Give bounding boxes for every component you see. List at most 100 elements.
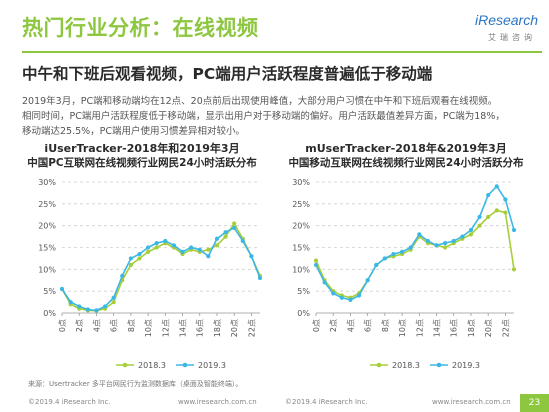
x-tick-label: 6点 [110, 319, 119, 332]
footer-copyright-right: ©2019.4 iResearch Inc. [285, 398, 368, 406]
data-point [468, 232, 474, 237]
y-tick-label: 30% [292, 178, 310, 187]
data-point [417, 232, 422, 237]
data-point [189, 245, 194, 250]
logo-wordmark: iResearch [474, 12, 538, 28]
data-point [503, 197, 508, 202]
footer-url-left: www.iresearch.com.cn [178, 398, 257, 406]
legend-label: 2019.3 [452, 361, 480, 370]
data-point [223, 234, 228, 239]
legend-label: 2018.3 [392, 361, 420, 370]
data-point [137, 256, 142, 261]
footer-copyright-left: ©2019.4 iResearch Inc. [28, 398, 111, 406]
mobile-chart-title: mUserTracker-2018年&2019年3月 中国移动互联网在线视频行业… [276, 142, 536, 170]
pc-chart-title-line-2: 中国PC互联网在线视频行业网民24小时活跃分布 [27, 157, 257, 169]
data-point [434, 243, 439, 248]
data-point [59, 286, 65, 292]
data-point [214, 243, 220, 248]
x-tick-label: 0点 [58, 319, 67, 332]
x-tick-label: 14点 [179, 319, 188, 337]
data-point [68, 299, 73, 305]
data-point [197, 247, 202, 252]
data-point [313, 262, 319, 268]
data-point [399, 249, 405, 254]
data-point [331, 291, 336, 296]
data-point [206, 247, 211, 252]
data-point [120, 273, 125, 278]
series-line-2018.3 [61, 222, 261, 312]
page-number: 23 [520, 394, 549, 412]
logo-subtext: 艾瑞咨询 [488, 33, 536, 42]
y-tick-label: 25% [292, 200, 310, 209]
title-divider [22, 51, 542, 53]
y-tick-label: 20% [292, 222, 310, 231]
x-tick-label: 22点 [501, 319, 510, 337]
data-point [154, 241, 159, 246]
data-point [145, 245, 151, 250]
data-point [223, 230, 228, 235]
data-point [171, 243, 177, 248]
x-tick-label: 14点 [433, 319, 442, 337]
data-point [313, 258, 319, 263]
page-subtitle: 中午和下班后观看视频，PC端用户活跃程度普遍低于移动端 [22, 65, 433, 83]
data-point [128, 256, 133, 261]
data-point [145, 249, 151, 254]
data-point [391, 251, 396, 257]
pc-chart-title-line-1: iUserTracker-2018年和2019年3月 [44, 142, 240, 155]
x-tick-label: 12点 [415, 319, 424, 337]
mobile-chart-title-line-1: mUserTracker-2018年&2019年3月 [305, 142, 507, 155]
data-point [477, 223, 482, 228]
data-point [128, 262, 133, 268]
y-tick-label: 10% [292, 265, 310, 274]
x-tick-label: 8点 [381, 319, 390, 332]
x-tick-label: 16点 [196, 319, 205, 337]
data-point [356, 293, 362, 298]
pc-activity-chart: 0% 5% 10% 15% 20% 25% 30% 0点 2点 4点 6点 8点 10点 12点 14点 16… [38, 178, 263, 370]
data-point [206, 254, 211, 259]
page-title: 热门行业分析：在线视频 [22, 16, 259, 40]
data-point [486, 193, 491, 198]
data-point [443, 245, 448, 250]
data-point [460, 234, 465, 239]
data-point [408, 245, 413, 250]
source-note: 来源：Usertracker 多平台网民行为监测数据库（桌面及智能终端）。 [28, 380, 243, 388]
series-line-2018.3 [315, 209, 515, 299]
data-point [94, 308, 99, 313]
data-point [365, 278, 370, 283]
legend-label: 2018.3 [138, 361, 166, 370]
x-tick-label: 4点 [92, 319, 101, 332]
data-point [494, 208, 499, 213]
summary-line-2: 相同时间，PC端用户活跃程度低于移动端，显示出用户对于移动端的偏好。用户活跃最值… [22, 110, 505, 122]
data-point [443, 241, 448, 246]
x-tick-label: 6点 [364, 319, 373, 332]
y-tick-label: 5% [297, 287, 310, 296]
data-point [425, 238, 431, 244]
x-tick-label: 8点 [127, 319, 136, 332]
data-point [111, 295, 116, 300]
data-point [111, 299, 116, 305]
data-point [77, 304, 82, 309]
data-point [154, 245, 159, 250]
data-point [322, 280, 327, 285]
data-point [451, 238, 456, 244]
x-tick-label: 10点 [144, 319, 153, 337]
data-point [137, 251, 142, 257]
data-point [85, 307, 90, 312]
x-tick-label: 20点 [484, 319, 493, 337]
data-point [348, 297, 353, 302]
data-point [382, 256, 387, 261]
data-point [468, 227, 474, 233]
y-tick-label: 10% [38, 265, 56, 274]
y-tick-label: 5% [43, 287, 56, 296]
x-tick-label: 18点 [467, 319, 476, 337]
x-tick-label: 2点 [329, 319, 338, 332]
legend-label: 2019.3 [198, 361, 226, 370]
x-tick-label: 0点 [312, 319, 321, 332]
data-point [339, 295, 344, 300]
summary-line-1: 2019年3月，PC端和移动端均在12点、20点前后出现使用峰值，大部分用户习惯… [22, 96, 498, 107]
data-point [503, 210, 508, 215]
data-point [232, 221, 237, 226]
data-point [486, 214, 491, 220]
y-tick-label: 15% [38, 244, 56, 253]
x-tick-label: 2点 [75, 319, 84, 332]
